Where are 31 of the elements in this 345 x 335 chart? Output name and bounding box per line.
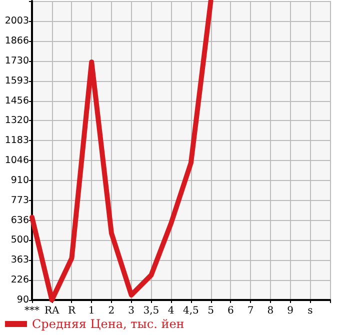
y-tick-label: 90 bbox=[16, 294, 29, 306]
x-tick-label: 8 bbox=[267, 306, 274, 316]
legend-label: Средняя Цена, тыс. йен bbox=[32, 317, 184, 331]
x-tick-label: *** bbox=[24, 306, 40, 316]
x-tick-label: 6 bbox=[227, 306, 234, 316]
x-tick-label: s bbox=[308, 306, 313, 316]
y-tick-label: 1320 bbox=[4, 115, 29, 126]
x-tick-label: 7 bbox=[247, 306, 254, 316]
y-tick-label: 363 bbox=[10, 254, 29, 266]
x-tick-label: 4,5 bbox=[182, 306, 199, 316]
x-tick-label: 3 bbox=[128, 306, 135, 316]
x-tick-label: 5 bbox=[208, 306, 214, 316]
x-tick-label: 2 bbox=[108, 306, 115, 316]
x-tick-label: 9 bbox=[287, 306, 294, 316]
x-tick-label: 4 bbox=[168, 306, 174, 316]
x-tick-label: RA bbox=[44, 306, 60, 316]
x-tick-label: R bbox=[68, 306, 76, 316]
y-tick-label: 500 bbox=[10, 234, 29, 246]
y-tick-label: 1183 bbox=[4, 135, 29, 146]
y-tick-label: 1456 bbox=[4, 95, 29, 106]
y-tick-label: 910 bbox=[10, 174, 29, 186]
y-tick-label: 1730 bbox=[4, 55, 29, 66]
x-tick-label: 3,5 bbox=[143, 306, 160, 316]
y-tick-label: 773 bbox=[10, 194, 29, 206]
y-tick-label: 636 bbox=[10, 214, 29, 226]
y-tick-label: 1593 bbox=[4, 75, 29, 86]
y-tick-label: 2003 bbox=[4, 15, 29, 26]
y-tick-label: 1866 bbox=[4, 35, 29, 46]
x-tick-label: 1 bbox=[88, 306, 95, 316]
y-tick-label: 1046 bbox=[4, 155, 29, 166]
y-tick-label: 226 bbox=[10, 274, 29, 286]
